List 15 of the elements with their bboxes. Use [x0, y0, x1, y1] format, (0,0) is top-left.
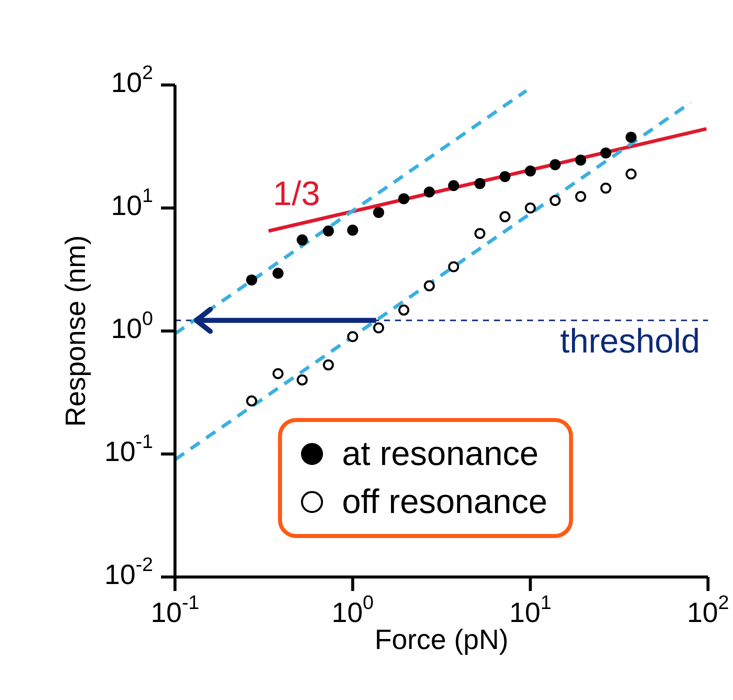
y-tick-label: 10$^{2}$ — [110, 62, 153, 98]
y-axis-title: Response (nm) — [60, 235, 91, 427]
y-tick-label: 10$^{1}$ — [110, 185, 153, 222]
x-tick-label: 10$^{1}$ — [509, 592, 552, 628]
annotation: 1/3 — [272, 175, 320, 214]
legend-label: at resonance — [342, 434, 539, 475]
x-tick-label: 10$^{-1}$ — [150, 592, 200, 628]
x-tick-label: 10$^{2}$ — [686, 592, 730, 628]
x-axis-title: Force (pN) — [374, 624, 508, 655]
legend-label: off resonance — [342, 482, 548, 523]
y-tick-label: 10$^{-1}$ — [104, 431, 153, 468]
x-tick-label: 10$^{0}$ — [332, 592, 374, 628]
y-tick-label: 10$^{-2}$ — [104, 554, 153, 590]
y-tick-label: 10$^{0}$ — [110, 308, 154, 344]
ref-line-label: threshold — [560, 322, 700, 361]
